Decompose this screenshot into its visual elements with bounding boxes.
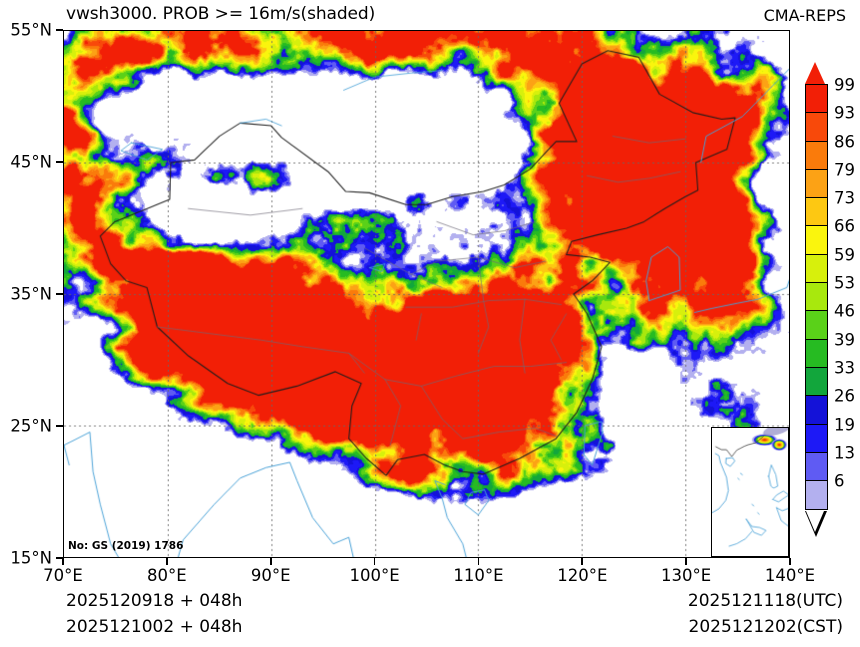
y-axis-tick-label: 15°N xyxy=(10,548,52,568)
y-axis-tick xyxy=(56,29,63,31)
colorbar-tick-label: 13 xyxy=(834,443,855,463)
colorbar-tick-label: 33 xyxy=(834,358,855,378)
valid-time-cst: 2025121202(CST) xyxy=(688,617,843,637)
x-axis-tick-label: 80°E xyxy=(147,566,187,585)
colorbar-tick-label: 79 xyxy=(834,160,855,180)
colorbar-extend-top-arrow xyxy=(805,62,825,84)
model-label: CMA-REPS xyxy=(763,6,846,25)
x-axis-tick xyxy=(62,558,64,565)
x-axis-tick xyxy=(477,558,480,565)
colorbar-cell: 73 xyxy=(806,189,855,227)
colorbar-tick-label: 86 xyxy=(834,132,855,152)
colorbar-tick-label: 46 xyxy=(834,301,855,321)
colorbar-tick-label: 59 xyxy=(834,245,855,265)
x-axis-tick xyxy=(685,558,687,565)
page-title: vwsh3000. PROB >= 16m/s(shaded) xyxy=(66,4,376,24)
colorbar-tick-label: 19 xyxy=(834,415,855,435)
colorbar-cell: 6 xyxy=(806,472,845,510)
colorbar-cell: 79 xyxy=(806,160,855,199)
x-axis-tick xyxy=(166,558,168,565)
colorbar-tick-label: 99 xyxy=(834,75,855,95)
colorbar-tick-label: 39 xyxy=(834,330,855,350)
colorbar-extend-bottom-inner xyxy=(806,510,825,532)
x-axis-tick-label: 120°E xyxy=(557,566,608,585)
x-axis-tick xyxy=(373,558,376,565)
x-axis-tick-label: 130°E xyxy=(661,566,712,585)
colorbar-cell: 13 xyxy=(806,443,855,482)
colorbar-tick-label: 93 xyxy=(834,103,855,123)
valid-time-utc: 2025121118(UTC) xyxy=(687,591,843,611)
colorbar-cell: 99 xyxy=(806,76,855,114)
init-time-cst: 2025121002 + 048h xyxy=(66,617,243,637)
south-china-sea-inset-panel[interactable] xyxy=(711,427,789,557)
footer: 2025120918 + 048h 2025121118(UTC) 202512… xyxy=(0,588,860,646)
footer-row: 2025121002 + 048h 2025121202(CST) xyxy=(0,614,860,640)
y-axis-tick xyxy=(56,425,63,427)
probability-field-heatmap xyxy=(64,31,789,557)
x-axis-tick-label: 90°E xyxy=(250,566,291,585)
inset-map-canvas xyxy=(712,428,788,556)
colorbar-tick-label: 73 xyxy=(834,188,855,208)
colorbar-cell: 19 xyxy=(806,415,855,453)
colorbar-tick-label: 26 xyxy=(834,386,855,406)
x-axis-tick-label: 140°E xyxy=(764,566,816,585)
colorbar-cell: 66 xyxy=(806,217,855,255)
colorbar-cell: 46 xyxy=(806,302,855,340)
colorbar-cell: 26 xyxy=(806,387,855,425)
y-axis-tick xyxy=(56,293,63,295)
x-axis-tick-label: 100°E xyxy=(349,566,400,585)
y-axis-tick xyxy=(56,557,63,559)
y-axis-tick-label: 25°N xyxy=(10,416,52,436)
colorbar-cell: 93 xyxy=(806,104,855,142)
colorbar-cell: 53 xyxy=(806,274,855,312)
colorbar-cell: 86 xyxy=(806,132,855,170)
x-axis-tick xyxy=(789,558,791,565)
x-axis-tick xyxy=(581,558,584,565)
colorbar-cell: 33 xyxy=(806,358,855,397)
x-axis-tick xyxy=(269,558,272,565)
footer-row: 2025120918 + 048h 2025121118(UTC) xyxy=(0,588,860,614)
colorbar-tick-label: 6 xyxy=(834,471,845,491)
y-axis-tick-label: 55°N xyxy=(10,20,52,40)
colorbar-tick-label: 66 xyxy=(834,216,855,236)
y-axis-tick xyxy=(56,161,63,163)
x-axis-tick-label: 70°E xyxy=(43,566,83,585)
y-axis-tick-label: 45°N xyxy=(10,152,52,172)
map-plot-area[interactable] xyxy=(63,30,790,558)
map-credit-label: No: GS (2019) 1786 xyxy=(68,540,184,552)
colorbar-cell: 39 xyxy=(806,330,855,368)
init-time-utc: 2025120918 + 048h xyxy=(66,591,243,611)
y-axis-tick-label: 35°N xyxy=(10,284,52,304)
x-axis-tick-label: 110°E xyxy=(453,566,504,585)
colorbar-tick-label: 53 xyxy=(834,273,855,293)
colorbar-cell: 59 xyxy=(806,245,855,284)
colorbar-cells: 99 93 86 79 73 66 59 53 46 39 33 26 19 13 6 xyxy=(805,76,855,511)
